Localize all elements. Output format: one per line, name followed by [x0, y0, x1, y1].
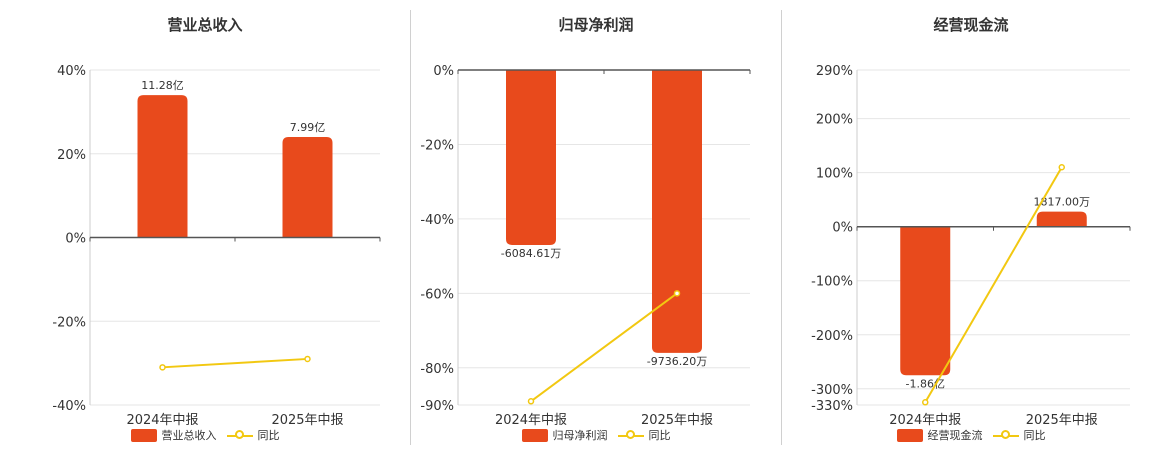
legend-line-swatch — [992, 429, 1019, 442]
bar-data-label: 1817.00万 — [1034, 196, 1091, 209]
legend-bar-swatch — [896, 428, 923, 442]
bar-data-label: 11.28亿 — [141, 79, 184, 92]
legend-bar-swatch — [521, 428, 548, 442]
y-tick-label: 0% — [433, 64, 454, 79]
line-point — [159, 364, 166, 371]
y-tick-label: -40% — [420, 213, 454, 228]
x-tick-label: 2025年中报 — [1026, 413, 1098, 428]
legend-line-swatch — [226, 429, 253, 442]
legend-line-swatch — [617, 429, 644, 442]
chart-panel-net-profit: 归母净利润 0% -20% -40% -60% -80% -90% -6084.61万 -97… — [411, 0, 781, 450]
chart-title: 经营现金流 — [933, 16, 1009, 34]
y-tick-label: -20% — [420, 138, 454, 153]
chart-panel-cash-flow: 经营现金流 290% 200% 100% 0% -100% -200% -300% -330%… — [782, 0, 1160, 450]
legend-label: 经营现金流 — [927, 429, 983, 442]
x-tick-label: 2024年中报 — [495, 413, 567, 428]
bar — [506, 70, 556, 245]
chart-revenue: 40% 20% 0% -20% -40% 11.28亿 7.99亿 2024年中报 2025年中… — [52, 64, 381, 428]
legend: 营业总收入 同比 — [0, 427, 410, 443]
y-tick-label: 40% — [57, 64, 86, 79]
legend-label: 同比 — [257, 429, 280, 442]
bar — [900, 226, 951, 376]
x-tick-label: 2024年中报 — [889, 413, 961, 428]
chart-panel-revenue: 营业总收入 40% 20% 0% -20% -40% 11.28亿 7.99亿 2024年中报… — [0, 0, 410, 450]
x-tick-label: 2025年中报 — [641, 413, 713, 428]
bar — [1036, 211, 1087, 227]
y-tick-label: -20% — [52, 315, 86, 330]
y-tick-label: -80% — [420, 362, 454, 377]
chart-title: 营业总收入 — [167, 16, 243, 34]
chart-net-profit: 0% -20% -40% -60% -80% -90% -6084.61万 -9736.20万… — [420, 64, 751, 428]
y-tick-label: -100% — [811, 275, 853, 290]
legend-item-line[interactable]: 同比 — [617, 427, 671, 443]
panel-divider — [410, 10, 411, 445]
y-tick-label: 0% — [65, 232, 86, 247]
y-tick-label: 100% — [816, 167, 853, 182]
legend-label: 同比 — [648, 429, 671, 442]
legend-item-line[interactable]: 同比 — [226, 427, 280, 443]
line-point — [1058, 164, 1065, 171]
legend-item-bar[interactable]: 经营现金流 — [896, 427, 983, 443]
legend-label: 同比 — [1023, 429, 1046, 442]
bar — [137, 95, 188, 238]
legend: 经营现金流 同比 — [782, 427, 1160, 443]
bar — [282, 137, 333, 238]
y-tick-label: -40% — [52, 399, 86, 414]
legend-item-bar[interactable]: 营业总收入 — [130, 427, 217, 443]
panel-divider — [781, 10, 782, 445]
line-series — [530, 292, 678, 403]
legend-label: 营业总收入 — [161, 429, 217, 442]
bar-data-label: -9736.20万 — [647, 355, 707, 368]
bar-data-label: 7.99亿 — [290, 121, 326, 134]
line-point — [304, 355, 311, 363]
y-tick-label: 20% — [57, 148, 86, 163]
bar — [652, 70, 702, 353]
y-tick-label: -200% — [811, 329, 853, 344]
line-series — [162, 357, 308, 369]
chart-title: 归母净利润 — [558, 16, 634, 34]
legend-item-bar[interactable]: 归母净利润 — [521, 427, 608, 443]
chart-cash-flow: 290%200%100%0%-100%-200%-300%-330%-1.86亿… — [811, 64, 1131, 428]
y-tick-label: 290% — [816, 64, 853, 79]
x-tick-label: 2025年中报 — [271, 413, 343, 428]
y-tick-label: 200% — [816, 113, 853, 128]
y-tick-label: 0% — [832, 221, 853, 236]
y-tick-label: -60% — [420, 287, 454, 302]
line-point — [673, 290, 681, 297]
y-tick-label: -330% — [811, 399, 853, 414]
line-point — [527, 398, 535, 405]
legend-bar-swatch — [130, 428, 157, 442]
legend-label: 归母净利润 — [552, 429, 608, 442]
line-point — [922, 399, 929, 406]
y-tick-label: -90% — [420, 399, 454, 414]
line-series — [924, 166, 1063, 403]
legend-item-line[interactable]: 同比 — [992, 427, 1046, 443]
y-tick-label: -300% — [811, 383, 853, 398]
bar-data-label: -6084.61万 — [501, 247, 561, 260]
legend: 归母净利润 同比 — [411, 427, 781, 443]
x-tick-label: 2024年中报 — [126, 413, 198, 428]
